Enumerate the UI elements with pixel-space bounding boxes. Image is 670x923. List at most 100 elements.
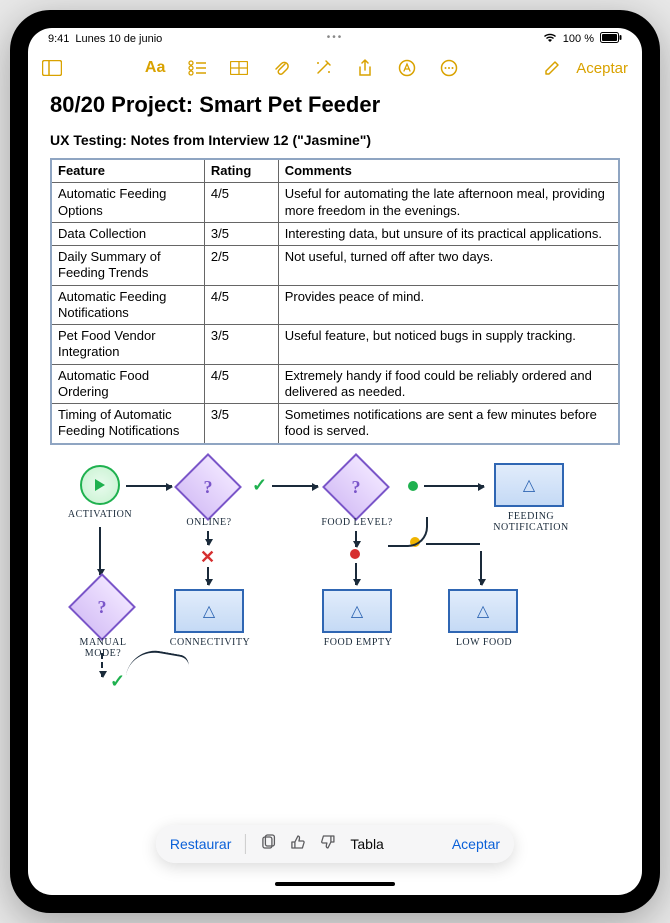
wifi-icon [543, 33, 557, 46]
format-text-icon[interactable]: Aa [145, 58, 165, 78]
edge-arrow [207, 531, 209, 545]
screen: 9:41 Lunes 10 de junio ••• 100 % [28, 28, 642, 895]
accept-button[interactable]: Aceptar [576, 60, 628, 77]
share-icon[interactable] [355, 58, 375, 78]
table-header-row: Feature Rating Comments [51, 159, 619, 183]
table-cell[interactable]: Not useful, turned off after two days. [278, 246, 619, 286]
table-cell[interactable]: Interesting data, but unsure of its prac… [278, 222, 619, 245]
copy-icon[interactable] [260, 834, 276, 854]
checklist-icon[interactable] [187, 58, 207, 78]
divider [245, 834, 246, 854]
table-row[interactable]: Pet Food Vendor Integration3/5Useful fea… [51, 325, 619, 365]
edge-arrow [101, 653, 103, 677]
table-cell[interactable]: Useful for automating the late afternoon… [278, 183, 619, 223]
node-lowfood: △ [448, 589, 518, 633]
more-icon[interactable] [439, 58, 459, 78]
suggestion-overlay: Restaurar Tabla Aceptar [156, 825, 514, 863]
status-date: Lunes 10 de junio [75, 33, 162, 45]
table-cell[interactable]: Extremely handy if food could be reliabl… [278, 364, 619, 404]
table-row[interactable]: Automatic Feeding Options4/5Useful for a… [51, 183, 619, 223]
col-comments-header: Comments [278, 159, 619, 183]
edge-line [426, 543, 480, 545]
notes-toolbar: Aa [28, 50, 642, 86]
battery-icon [600, 32, 622, 46]
thumbs-up-icon[interactable] [290, 834, 306, 854]
table-cell[interactable]: Automatic Feeding Options [51, 183, 204, 223]
table-cell[interactable]: Pet Food Vendor Integration [51, 325, 204, 365]
node-activation [80, 465, 120, 505]
magic-icon[interactable] [313, 58, 333, 78]
table-cell[interactable]: Timing of Automatic Feeding Notification… [51, 404, 204, 444]
dot-red [350, 549, 360, 559]
table-row[interactable]: Automatic Feeding Notifications4/5Provid… [51, 285, 619, 325]
table-cell[interactable]: 4/5 [204, 364, 278, 404]
edge-arrow [355, 563, 357, 585]
context-label: Tabla [350, 836, 383, 852]
label-activation: ACTIVATION [64, 509, 136, 520]
table-row[interactable]: Daily Summary of Feeding Trends2/5Not us… [51, 246, 619, 286]
table-row[interactable]: Automatic Food Ordering4/5Extremely hand… [51, 364, 619, 404]
table-cell[interactable]: Automatic Feeding Notifications [51, 285, 204, 325]
table-cell[interactable]: 3/5 [204, 404, 278, 444]
table-cell[interactable]: 3/5 [204, 222, 278, 245]
battery-percent: 100 % [563, 33, 594, 45]
table-row[interactable]: Timing of Automatic Feeding Notification… [51, 404, 619, 444]
table-cell[interactable]: Sometimes notifications are sent a few m… [278, 404, 619, 444]
table-cell[interactable]: 4/5 [204, 285, 278, 325]
node-manual: ? [68, 573, 136, 641]
table-cell[interactable]: Useful feature, but noticed bugs in supp… [278, 325, 619, 365]
status-bar: 9:41 Lunes 10 de junio ••• 100 % [28, 28, 642, 50]
edge-arrow [207, 567, 209, 585]
node-connectivity: △ [174, 589, 244, 633]
label-manual: MANUAL MODE? [64, 637, 142, 659]
table-cell[interactable]: 2/5 [204, 246, 278, 286]
col-rating-header: Rating [204, 159, 278, 183]
attachment-icon[interactable] [271, 58, 291, 78]
edge-arrow [126, 485, 172, 487]
table-cell[interactable]: 4/5 [204, 183, 278, 223]
label-foodempty: FOOD EMPTY [312, 637, 404, 648]
flowchart-sketch[interactable]: ACTIVATION ? ONLINE? ✓ ? FOOD LEVEL? △ F… [50, 455, 620, 705]
table-cell[interactable]: Data Collection [51, 222, 204, 245]
col-feature-header: Feature [51, 159, 204, 183]
table-cell[interactable]: Daily Summary of Feeding Trends [51, 246, 204, 286]
edge-arrow [480, 551, 482, 585]
label-feednotif: FEEDING NOTIFICATION [486, 511, 576, 533]
sidebar-toggle-icon[interactable] [42, 58, 62, 78]
ipad-device-frame: 9:41 Lunes 10 de junio ••• 100 % [10, 10, 660, 913]
table-row[interactable]: Data Collection3/5Interesting data, but … [51, 222, 619, 245]
multitask-dots-icon[interactable]: ••• [315, 32, 355, 43]
table-cell[interactable]: 3/5 [204, 325, 278, 365]
node-feednotif: △ [494, 463, 564, 507]
thumbs-down-icon[interactable] [320, 834, 336, 854]
node-foodempty: △ [322, 589, 392, 633]
home-indicator[interactable] [275, 882, 395, 886]
cross-icon: ✕ [200, 547, 215, 568]
table-cell[interactable]: Provides peace of mind. [278, 285, 619, 325]
dot-green [408, 481, 418, 491]
edge-arrow [424, 485, 484, 487]
node-online: ? [174, 453, 242, 521]
ratings-table[interactable]: Feature Rating Comments Automatic Feedin… [50, 158, 620, 445]
label-connectivity: CONNECTIVITY [162, 637, 258, 648]
note-subtitle[interactable]: UX Testing: Notes from Interview 12 ("Ja… [50, 132, 620, 148]
status-time: 9:41 [48, 33, 69, 45]
edge-arrow [99, 527, 101, 575]
compose-icon[interactable] [542, 58, 562, 78]
note-content: 80/20 Project: Smart Pet Feeder UX Testi… [28, 86, 642, 895]
edge-curve [388, 517, 428, 547]
check-icon: ✓ [252, 475, 267, 496]
edge-arrow [272, 485, 318, 487]
edge-arrow [355, 531, 357, 547]
node-foodlevel: ? [322, 453, 390, 521]
overlay-accept-button[interactable]: Aceptar [452, 836, 500, 852]
label-foodlevel: FOOD LEVEL? [316, 517, 398, 528]
table-cell[interactable]: Automatic Food Ordering [51, 364, 204, 404]
markup-icon[interactable] [397, 58, 417, 78]
table-icon[interactable] [229, 58, 249, 78]
label-lowfood: LOW FOOD [442, 637, 526, 648]
check-icon: ✓ [110, 671, 125, 692]
restore-button[interactable]: Restaurar [170, 836, 231, 852]
label-online: ONLINE? [174, 517, 244, 528]
note-title[interactable]: 80/20 Project: Smart Pet Feeder [50, 92, 620, 118]
